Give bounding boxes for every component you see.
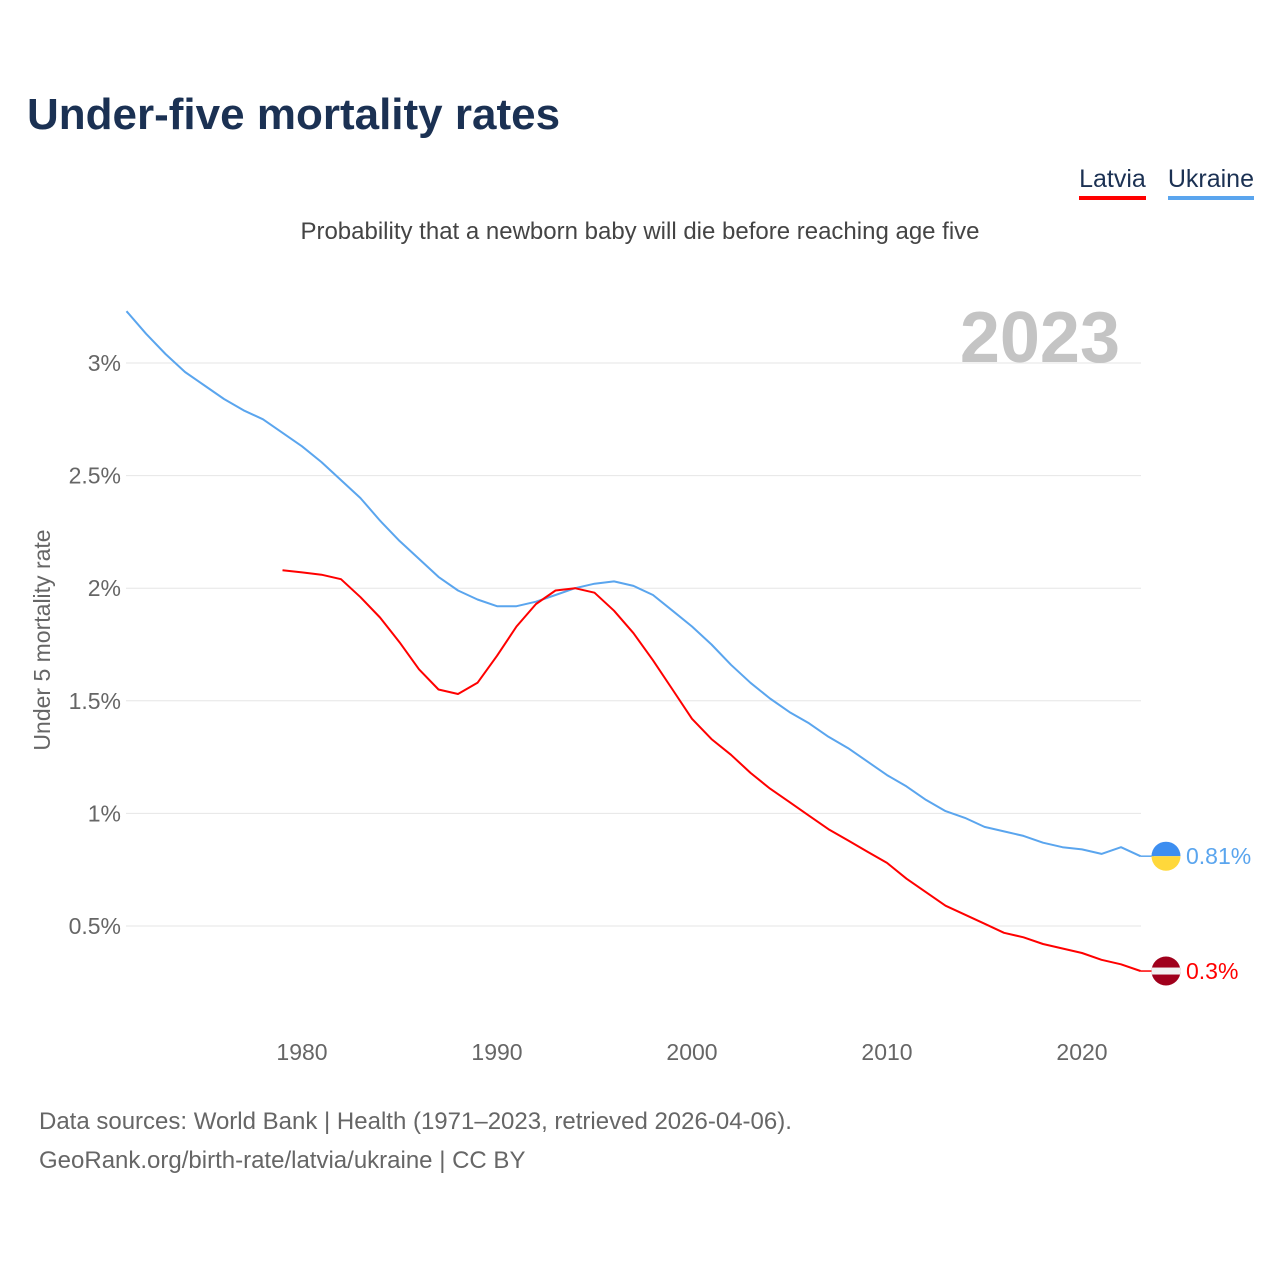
legend-ukraine[interactable]: Ukraine bbox=[1167, 165, 1254, 200]
y-tick-label: 0.5% bbox=[69, 913, 121, 939]
end-value-label: 0.3% bbox=[1186, 958, 1238, 984]
ukraine-flag-icon bbox=[1151, 841, 1181, 871]
x-tick-label: 2000 bbox=[666, 1039, 717, 1065]
latvia-flag-icon bbox=[1151, 956, 1181, 986]
y-axis-label: Under 5 mortality rate bbox=[29, 529, 55, 750]
end-value-label: 0.81% bbox=[1186, 843, 1251, 869]
y-tick-label: 1.5% bbox=[69, 688, 121, 714]
y-tick-label: 2% bbox=[88, 575, 121, 601]
legend-latvia[interactable]: Latvia bbox=[1079, 165, 1146, 200]
y-tick-label: 3% bbox=[88, 350, 121, 376]
legend: Latvia Ukraine bbox=[1079, 165, 1254, 200]
source-link[interactable]: GeoRank.org/birth-rate/latvia/ukraine | … bbox=[39, 1147, 526, 1174]
x-tick-label: 2010 bbox=[861, 1039, 912, 1065]
flag-stripe bbox=[1151, 856, 1181, 871]
series-line-ukraine bbox=[125, 310, 1141, 858]
flag-stripe bbox=[1151, 967, 1181, 975]
series-line-latvia bbox=[282, 569, 1141, 972]
chart-subtitle: Probability that a newborn baby will die… bbox=[300, 218, 980, 245]
x-tick-label: 2020 bbox=[1056, 1039, 1107, 1065]
y-tick-label: 1% bbox=[88, 800, 121, 826]
chart-title: Under-five mortality rates bbox=[27, 90, 561, 139]
source-text: Data sources: World Bank | Health (1971–… bbox=[39, 1108, 792, 1135]
x-tick-label: 1980 bbox=[276, 1039, 327, 1065]
year-label: 2023 bbox=[960, 298, 1120, 378]
y-tick-label: 2.5% bbox=[69, 463, 121, 489]
x-tick-label: 1990 bbox=[471, 1039, 522, 1065]
flag-stripe bbox=[1151, 841, 1181, 857]
